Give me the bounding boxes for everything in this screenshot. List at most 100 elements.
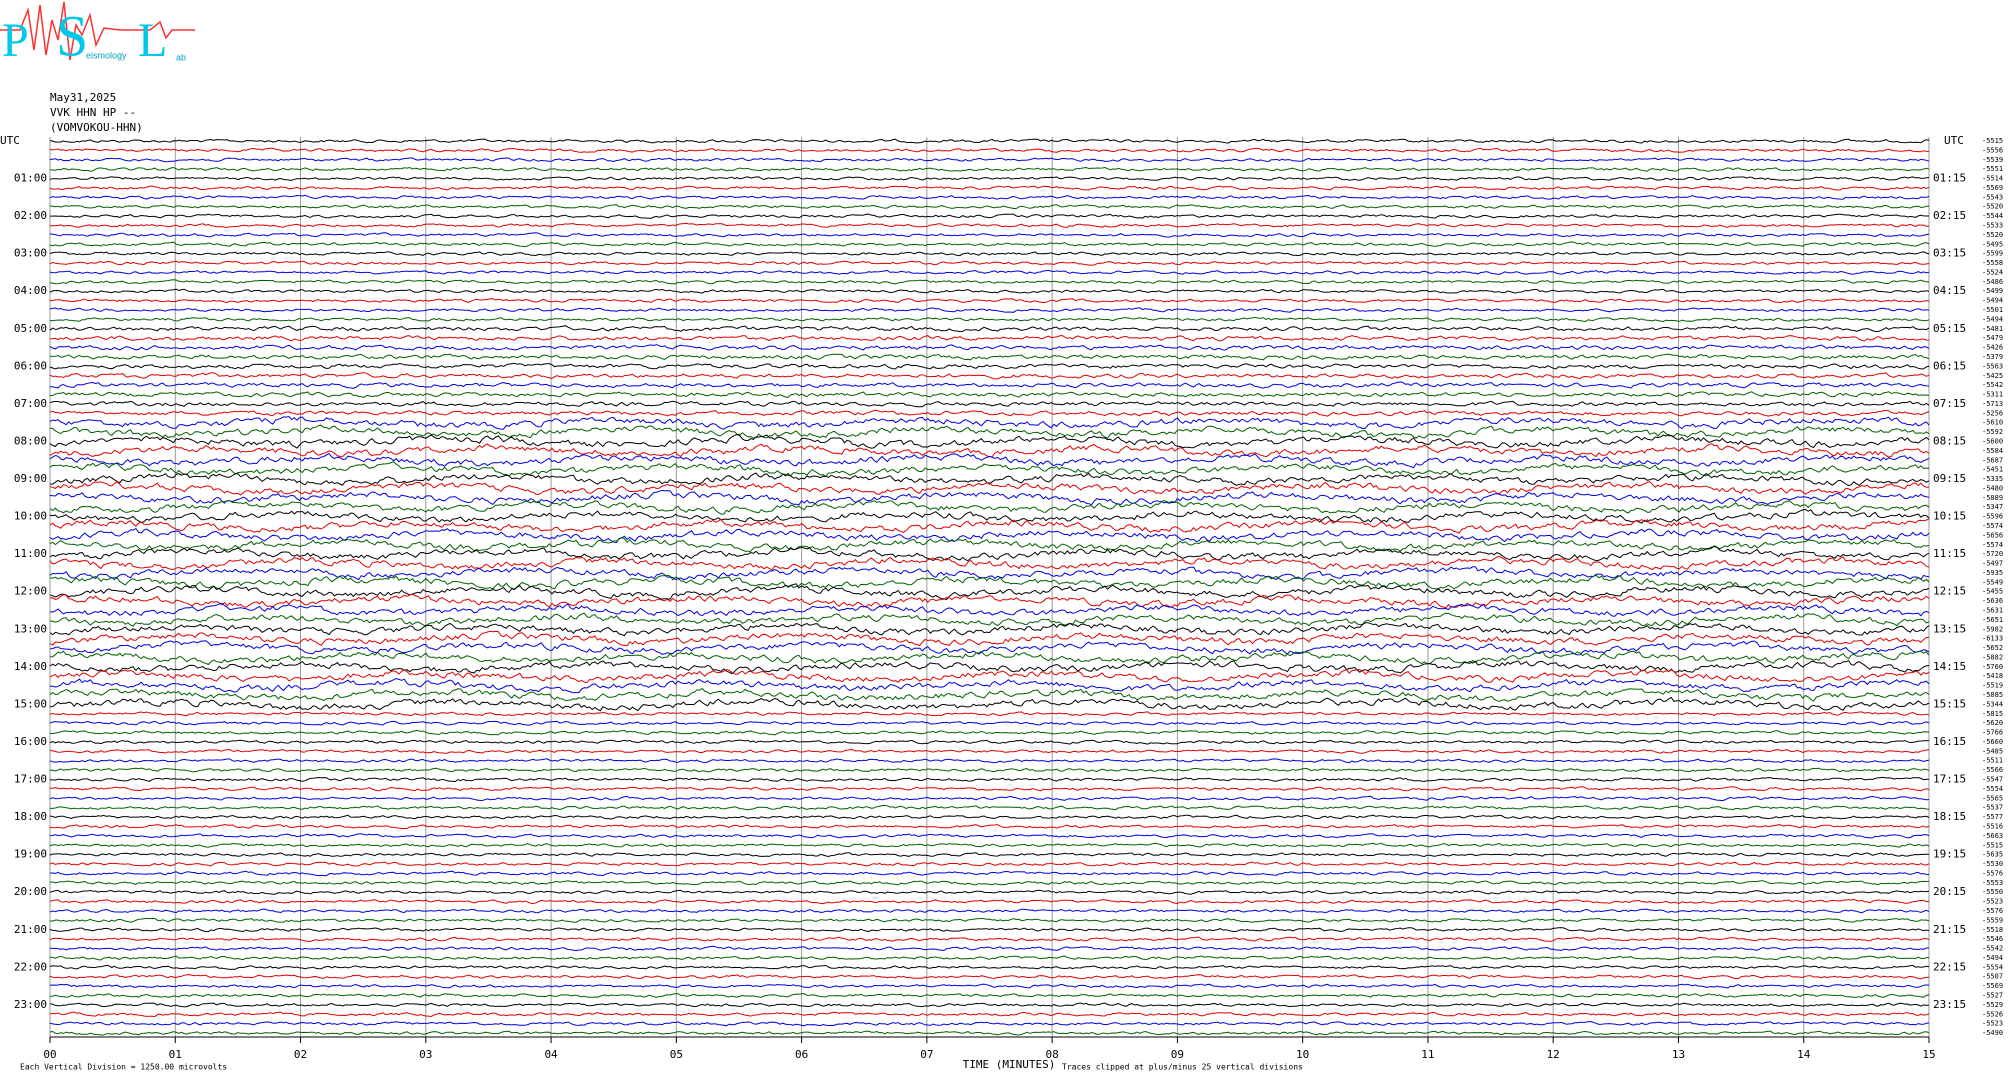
trace-mean: -5554 (1982, 785, 2003, 793)
trace-mean: -5520 (1982, 231, 2003, 239)
trace (49, 555, 1930, 571)
trace (50, 472, 1930, 487)
trace (49, 443, 1930, 458)
trace (49, 824, 1930, 829)
trace (49, 400, 1930, 408)
hour-label: 18:15 (1933, 810, 1966, 823)
trace (49, 1020, 1930, 1027)
trace-mean: -6133 (1982, 635, 2003, 643)
trace-mean: -5574 (1982, 522, 2003, 530)
traces (49, 138, 1930, 1036)
trace (49, 927, 1930, 933)
trace (49, 669, 1930, 684)
trace-mean: -5610 (1982, 419, 2003, 427)
trace-mean: -5889 (1982, 494, 2003, 502)
trace (49, 433, 1930, 449)
trace-mean: -5520 (1982, 203, 2003, 211)
trace (49, 241, 1930, 248)
trace (49, 372, 1930, 380)
trace (49, 612, 1930, 627)
trace-mean: -5537 (1982, 804, 2003, 812)
trace (49, 786, 1930, 792)
trace (49, 898, 1930, 905)
trace-mean: -5490 (1982, 1029, 2003, 1037)
trace (49, 147, 1930, 153)
trace-mean: -5451 (1982, 466, 2003, 474)
trace (49, 711, 1930, 717)
trace (49, 889, 1930, 895)
hour-label: 06:00 (14, 359, 47, 372)
trace (49, 269, 1930, 275)
hour-label: 14:00 (14, 660, 47, 673)
trace (49, 739, 1930, 745)
trace (49, 852, 1930, 858)
trace-mean: -5539 (1982, 156, 2003, 164)
trace-mean: -5481 (1982, 325, 2003, 333)
logo-wave (0, 1, 195, 61)
trace-mean: -5599 (1982, 250, 2003, 258)
trace-mean: -5663 (1982, 832, 2003, 840)
trace (49, 880, 1930, 886)
logo-text: eismology (86, 50, 127, 60)
trace (49, 696, 1930, 712)
hour-label: 23:00 (14, 998, 47, 1011)
trace (49, 307, 1930, 313)
hour-label: 21:00 (14, 923, 47, 936)
trace (49, 964, 1930, 970)
x-tick-label: 07 (920, 1048, 933, 1061)
trace-mean: -5379 (1982, 353, 2003, 361)
trace-mean: -5494 (1982, 954, 2003, 962)
trace-mean: -5559 (1982, 916, 2003, 924)
hour-label: 15:15 (1933, 697, 1966, 710)
trace-mean: -5635 (1982, 851, 2003, 859)
trace-mean: -5592 (1982, 428, 2003, 436)
trace (49, 945, 1930, 952)
hour-label: 16:15 (1933, 735, 1966, 748)
trace (49, 415, 1930, 430)
trace-mean: -5527 (1982, 991, 2003, 999)
hour-label: 16:00 (14, 735, 47, 748)
trace-mean: -5660 (1982, 738, 2003, 746)
x-tick-label: 02 (294, 1048, 307, 1061)
trace (49, 583, 1930, 601)
trace-mean: -5480 (1982, 484, 2003, 492)
trace (49, 659, 1930, 675)
trace (49, 574, 1930, 590)
trace (49, 298, 1930, 304)
trace (49, 204, 1930, 209)
hour-label: 19:15 (1933, 848, 1966, 861)
trace (50, 381, 1930, 389)
trace (49, 481, 1930, 496)
logo-text: ab (176, 52, 186, 62)
hour-label: 08:15 (1933, 434, 1966, 447)
trace-mean: -5347 (1982, 503, 2003, 511)
trace (49, 537, 1930, 552)
trace (49, 489, 1930, 506)
trace-mean: -5485 (1982, 747, 2003, 755)
trace (49, 630, 1930, 647)
trace-mean: -5529 (1982, 1001, 2003, 1009)
hour-label: 14:15 (1933, 660, 1966, 673)
trace-mean: -5574 (1982, 541, 2003, 549)
trace (49, 166, 1930, 172)
trace (49, 687, 1930, 702)
trace (49, 917, 1930, 923)
hour-label: 05:00 (14, 322, 47, 335)
x-tick-label: 04 (544, 1048, 558, 1061)
trace-mean: -5426 (1982, 344, 2003, 352)
trace-mean: -5514 (1982, 175, 2003, 183)
hour-label: 09:15 (1933, 472, 1966, 485)
trace (49, 640, 1930, 656)
date: May31,2025 (50, 91, 116, 104)
hour-label: 15:00 (14, 697, 47, 710)
trace-mean: -5815 (1982, 710, 2003, 718)
timezone-left: UTC (0, 134, 20, 147)
trace-mean: -5523 (1982, 898, 2003, 906)
hour-label: 04:00 (14, 284, 47, 297)
trace (49, 353, 1930, 361)
trace-mean: -5543 (1982, 193, 2003, 201)
trace-mean: -5495 (1982, 240, 2003, 248)
trace (49, 316, 1930, 323)
hour-label: 20:15 (1933, 885, 1966, 898)
trace (49, 955, 1930, 961)
